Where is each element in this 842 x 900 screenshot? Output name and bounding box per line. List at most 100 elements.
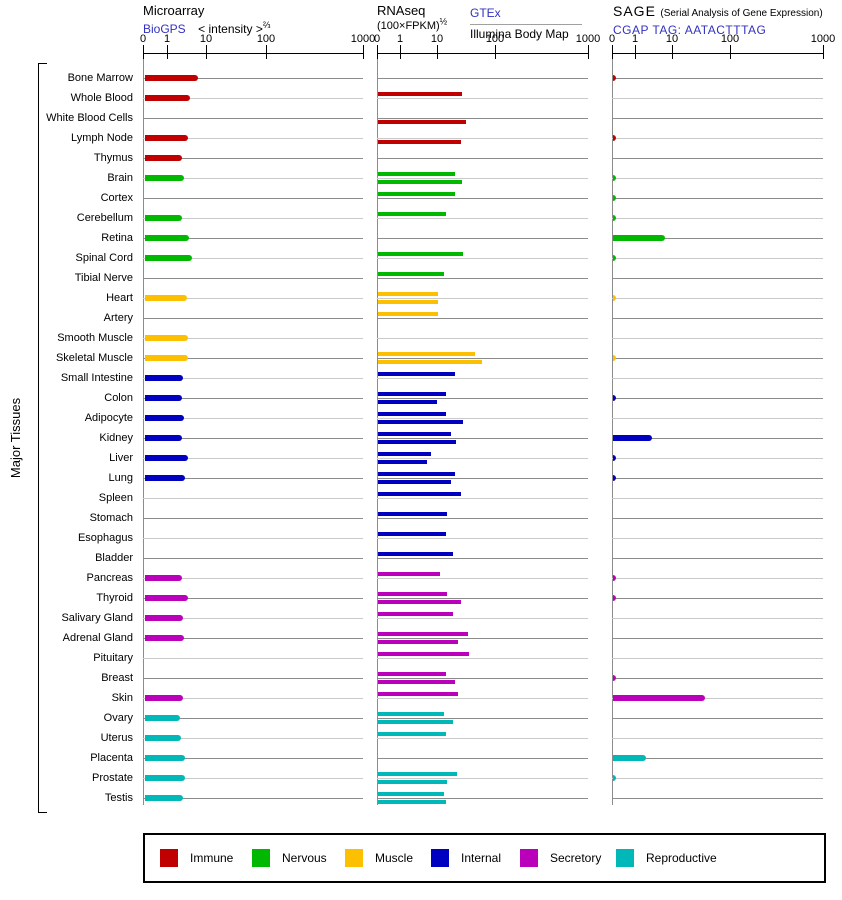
grid-line <box>143 318 363 319</box>
sage-bar-pancreas <box>613 575 616 581</box>
gtex-bar-colon <box>378 392 446 396</box>
grid-line <box>377 518 588 519</box>
axis-tick-mark <box>437 45 438 59</box>
axis-tick-label: 1000 <box>575 33 601 45</box>
grid-line <box>612 638 823 639</box>
sage-bar-prostate <box>613 775 616 781</box>
grid-line <box>143 678 363 679</box>
microarray-bar-skin <box>145 695 183 701</box>
legend-swatch-internal <box>431 849 449 867</box>
gtex-bar-artery <box>378 312 438 316</box>
legend: Immune Nervous Muscle Internal Secretory Repr… <box>143 833 826 883</box>
gtex-bar-cortex <box>378 192 455 196</box>
microarray-bar-small-intestine <box>145 375 183 381</box>
sage-bar-spinal-cord <box>613 255 616 261</box>
tissue-label-adrenal-gland: Adrenal Gland <box>62 632 133 644</box>
grid-line <box>377 678 588 679</box>
grid-line <box>143 98 363 99</box>
microarray-bar-lung <box>145 475 185 481</box>
grid-line <box>143 798 363 799</box>
axis-tick-label: 100 <box>485 33 505 45</box>
grid-line <box>143 478 363 479</box>
grid-line <box>143 118 363 119</box>
microarray-bar-kidney <box>145 435 182 441</box>
cgap-tag-link[interactable]: CGAP TAG: AATACTTTAG <box>613 23 767 37</box>
grid-line <box>612 238 823 239</box>
grid-line <box>143 538 363 539</box>
illumina-bar-thyroid <box>378 600 461 604</box>
axis-tick-label: 0 <box>608 33 616 45</box>
gtex-bar-thyroid <box>378 592 447 596</box>
gtex-bar-tibial-nerve <box>378 272 444 276</box>
grid-line <box>377 218 588 219</box>
microarray-bar-thyroid <box>145 595 188 601</box>
tissue-bracket-bottom-arm <box>38 812 47 813</box>
tissue-label-cortex: Cortex <box>100 192 133 204</box>
gtex-bar-whole-blood <box>378 92 462 96</box>
axis-tick-label: 1 <box>396 33 404 45</box>
grid-line <box>143 158 363 159</box>
grid-line <box>143 738 363 739</box>
grid-line <box>612 458 823 459</box>
microarray-header: Microarray BioGPS < intensity >⅔ <box>143 3 270 38</box>
grid-line <box>612 278 823 279</box>
axis-tick-label: 10 <box>665 33 679 45</box>
grid-line <box>377 118 588 119</box>
sage-title: SAGE <box>613 3 656 19</box>
microarray-bar-prostate <box>145 775 185 781</box>
grid-line <box>377 558 588 559</box>
tissue-label-placenta: Placenta <box>90 752 133 764</box>
x-axis-line <box>377 53 588 54</box>
microarray-bar-testis <box>145 795 183 801</box>
grid-line <box>143 258 363 259</box>
grid-line <box>377 638 588 639</box>
gtex-bar-lung <box>378 472 455 476</box>
gtex-bar-spleen <box>378 492 461 496</box>
sage-bar-kidney <box>613 435 652 441</box>
grid-line <box>143 718 363 719</box>
gtex-bar-adipocyte <box>378 412 446 416</box>
tissue-label-ovary: Ovary <box>103 712 133 724</box>
gtex-link[interactable]: GTEx <box>470 6 501 20</box>
microarray-bar-retina <box>145 235 189 241</box>
grid-line <box>143 198 363 199</box>
grid-line <box>612 738 823 739</box>
gtex-bar-liver <box>378 452 431 456</box>
grid-line <box>143 498 363 499</box>
grid-line <box>377 718 588 719</box>
tissue-label-spleen: Spleen <box>98 492 133 504</box>
gtex-bar-small-intestine <box>378 372 455 376</box>
tissue-bracket <box>38 63 39 813</box>
tissue-label-spinal-cord: Spinal Cord <box>75 252 133 264</box>
tissue-label-small-intestine: Small Intestine <box>60 372 133 384</box>
grid-line <box>612 798 823 799</box>
illumina-bar-colon <box>378 400 437 404</box>
sage-bar-cerebellum <box>613 215 616 221</box>
sage-bar-breast <box>613 675 616 681</box>
sage-bar-colon <box>613 395 616 401</box>
axis-tick-label: 1000 <box>350 33 376 45</box>
grid-line <box>612 538 823 539</box>
microarray-bar-smooth-muscle <box>145 335 188 341</box>
grid-line <box>612 618 823 619</box>
sage-bar-cortex <box>613 195 616 201</box>
illumina-bar-lymph-node <box>378 140 461 144</box>
grid-line <box>377 698 588 699</box>
gtex-bar-pancreas <box>378 572 440 576</box>
grid-line <box>377 598 588 599</box>
microarray-bar-brain <box>145 175 184 181</box>
grid-line <box>143 238 363 239</box>
gtex-bar-prostate <box>378 772 457 776</box>
grid-line <box>143 458 363 459</box>
grid-line <box>143 598 363 599</box>
sage-bar-lymph-node <box>613 135 616 141</box>
sage-panel: 0 1 10 100 1000 <box>609 33 835 813</box>
grid-line <box>612 418 823 419</box>
grid-line <box>377 738 588 739</box>
illumina-bar-heart <box>378 300 438 304</box>
tissue-label-cerebellum: Cerebellum <box>76 212 133 224</box>
illumina-bar-testis <box>378 800 446 804</box>
biogps-link[interactable]: BioGPS <box>143 22 186 36</box>
gtex-bar-esophagus <box>378 532 446 536</box>
grid-line <box>143 438 363 439</box>
